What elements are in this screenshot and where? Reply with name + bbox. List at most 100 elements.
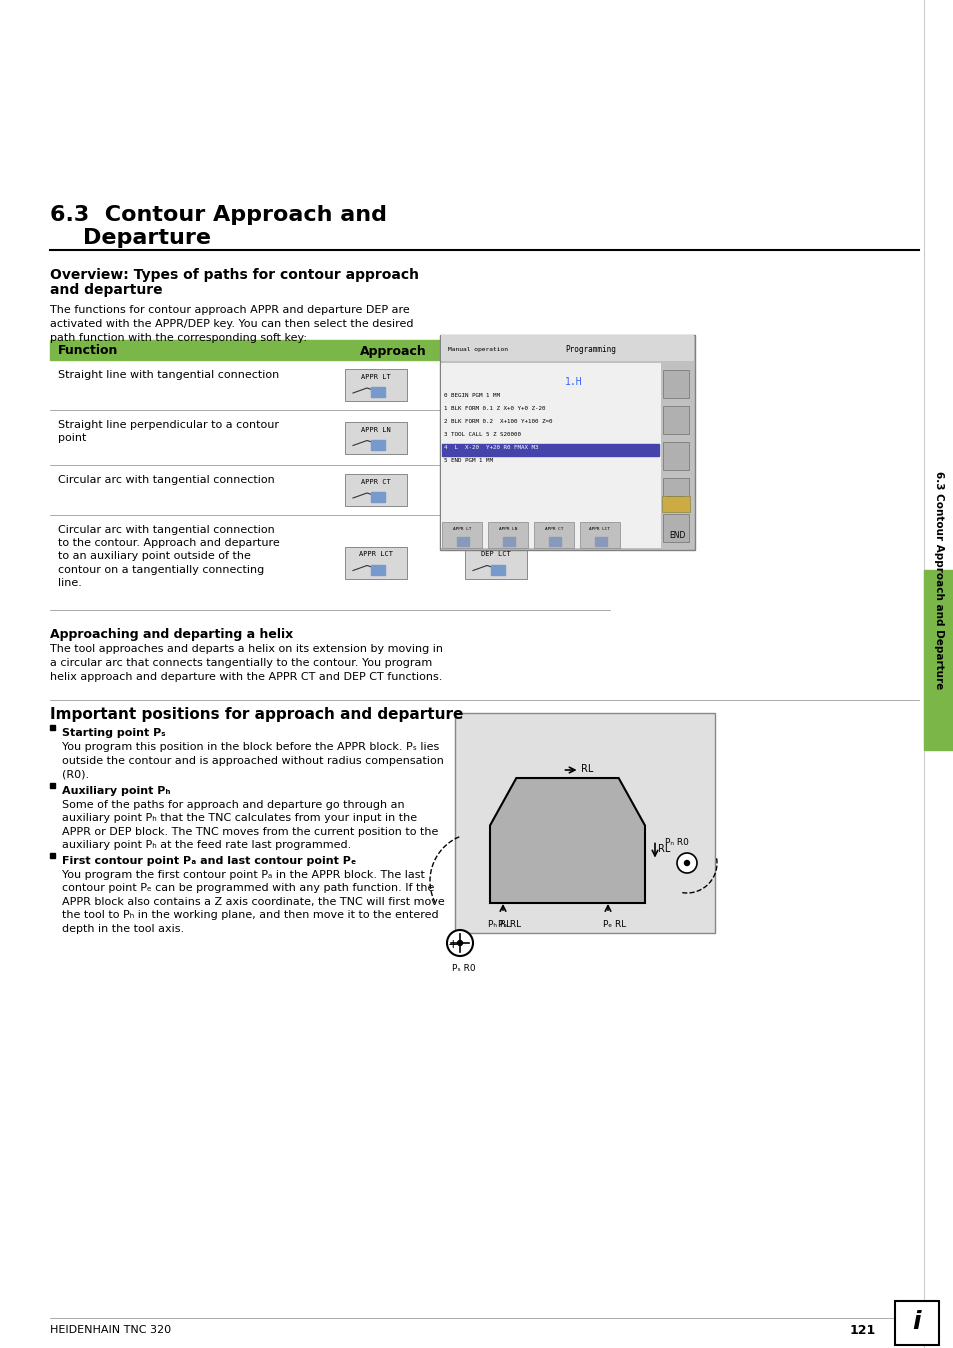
Text: 6.3 Contour Approach and Departure: 6.3 Contour Approach and Departure — [933, 470, 943, 689]
Bar — [371, 387, 385, 398]
Text: You program the first contour point Pₐ in the APPR block. The last
contour point: You program the first contour point Pₐ i… — [62, 869, 444, 934]
Text: Auxiliary point Pₕ: Auxiliary point Pₕ — [62, 786, 171, 795]
Bar — [534, 522, 574, 549]
Bar — [439, 336, 695, 550]
Circle shape — [447, 930, 473, 956]
Bar — [50, 340, 609, 360]
Bar — [595, 537, 606, 546]
Text: DEP CT: DEP CT — [483, 479, 508, 485]
Bar — [548, 537, 560, 546]
Bar — [662, 442, 688, 470]
Text: 2 BLK FORM 0.2  X+100 Y+100 Z=0: 2 BLK FORM 0.2 X+100 Y+100 Z=0 — [443, 419, 552, 425]
Bar — [491, 492, 504, 501]
Text: DEP LN: DEP LN — [483, 426, 508, 433]
Text: Straight line with tangential connection: Straight line with tangential connection — [58, 369, 279, 380]
Bar — [923, 570, 953, 749]
Bar — [464, 546, 526, 578]
Text: DEP LCT: DEP LCT — [480, 551, 511, 558]
Text: 121: 121 — [849, 1324, 876, 1336]
Text: RL: RL — [581, 764, 594, 774]
Text: HEIDENHAIN TNC 320: HEIDENHAIN TNC 320 — [50, 1325, 171, 1335]
Bar — [50, 725, 55, 731]
Bar — [491, 387, 504, 398]
Text: Approach: Approach — [359, 345, 426, 357]
Bar — [894, 1301, 938, 1345]
Bar — [662, 406, 688, 434]
Text: APPR LN: APPR LN — [498, 527, 517, 531]
Bar — [502, 537, 515, 546]
Circle shape — [684, 860, 689, 865]
Bar — [456, 537, 469, 546]
Polygon shape — [490, 778, 644, 903]
Text: 3 TOOL CALL 5 Z S20000: 3 TOOL CALL 5 Z S20000 — [443, 431, 520, 437]
Text: 1 BLK FORM 0.1 Z X+0 Y+0 Z-20: 1 BLK FORM 0.1 Z X+0 Y+0 Z-20 — [443, 406, 545, 411]
Bar — [441, 522, 481, 549]
Text: and departure: and departure — [50, 283, 162, 297]
Text: Programming: Programming — [564, 345, 616, 353]
Bar — [662, 514, 688, 542]
Text: Straight line perpendicular to a contour
point: Straight line perpendicular to a contour… — [58, 421, 278, 443]
Text: Circular arc with tangential connection: Circular arc with tangential connection — [58, 474, 274, 485]
Text: Departure: Departure — [83, 228, 211, 248]
Text: Pₙ R0: Pₙ R0 — [664, 838, 688, 847]
Bar — [579, 522, 619, 549]
Text: APPR LN: APPR LN — [361, 426, 391, 433]
Text: i: i — [912, 1310, 921, 1335]
Bar — [662, 479, 688, 506]
Bar — [488, 522, 527, 549]
Bar — [923, 0, 953, 1348]
Text: Some of the paths for approach and departure go through an
auxiliary point Pₕ th: Some of the paths for approach and depar… — [62, 799, 438, 851]
Circle shape — [677, 853, 697, 874]
Bar — [371, 439, 385, 449]
Text: Approaching and departing a helix: Approaching and departing a helix — [50, 628, 293, 642]
Bar — [464, 474, 526, 506]
Bar — [371, 565, 385, 574]
Text: DEP LT: DEP LT — [483, 373, 508, 380]
Text: 4  L  X-20  Y+20 R0 FMAX M3: 4 L X-20 Y+20 R0 FMAX M3 — [443, 445, 537, 450]
Text: You program this position in the block before the APPR block. Pₛ lies
outside th: You program this position in the block b… — [62, 741, 443, 779]
Bar — [464, 369, 526, 400]
Text: Function: Function — [58, 345, 118, 357]
Bar — [50, 782, 55, 787]
Bar — [50, 852, 55, 857]
Text: DINMODE: DINMODE — [665, 496, 685, 501]
Bar — [345, 422, 407, 453]
Bar — [662, 369, 688, 398]
Text: APPR CT: APPR CT — [544, 527, 562, 531]
Bar — [491, 439, 504, 449]
Text: Pₑ RL: Pₑ RL — [602, 919, 625, 929]
Bar — [441, 443, 659, 456]
Bar — [455, 713, 714, 933]
Bar — [440, 363, 660, 549]
Text: 0 BEGIN PGM 1 MM: 0 BEGIN PGM 1 MM — [443, 394, 499, 398]
Bar — [491, 565, 504, 574]
Text: END: END — [668, 531, 684, 539]
Text: Important positions for approach and departure: Important positions for approach and dep… — [50, 706, 463, 723]
Text: The tool approaches and departs a helix on its extension by moving in
a circular: The tool approaches and departs a helix … — [50, 644, 442, 682]
Text: The functions for contour approach APPR and departure DEP are
activated with the: The functions for contour approach APPR … — [50, 305, 413, 342]
Text: APPR LT: APPR LT — [361, 373, 391, 380]
Text: +: + — [448, 938, 458, 952]
Text: Departure: Departure — [479, 345, 551, 357]
Circle shape — [457, 941, 462, 945]
Bar — [440, 336, 693, 361]
Text: Starting point Pₛ: Starting point Pₛ — [62, 728, 165, 737]
Text: Pₛ R0: Pₛ R0 — [452, 964, 476, 973]
Text: RL: RL — [658, 844, 670, 853]
Text: 5 END PGM 1 MM: 5 END PGM 1 MM — [443, 458, 493, 462]
Bar — [661, 496, 689, 512]
Bar — [345, 474, 407, 506]
Text: APPR CT: APPR CT — [361, 479, 391, 485]
Text: 1.H: 1.H — [564, 377, 582, 387]
Text: First contour point Pₐ and last contour point Pₑ: First contour point Pₐ and last contour … — [62, 856, 355, 865]
Bar — [345, 369, 407, 400]
Text: APPR LCT: APPR LCT — [589, 527, 610, 531]
Text: Circular arc with tangential connection
to the contour. Approach and departure
t: Circular arc with tangential connection … — [58, 524, 279, 588]
Text: Pₐ RL: Pₐ RL — [497, 919, 520, 929]
Text: APPR LT: APPR LT — [453, 527, 471, 531]
Text: 6.3  Contour Approach and: 6.3 Contour Approach and — [50, 205, 387, 225]
Text: Manual operation: Manual operation — [448, 346, 507, 352]
Text: APPR LCT: APPR LCT — [358, 551, 393, 558]
Text: Overview: Types of paths for contour approach: Overview: Types of paths for contour app… — [50, 268, 418, 282]
Text: Pₕ RL: Pₕ RL — [488, 919, 511, 929]
